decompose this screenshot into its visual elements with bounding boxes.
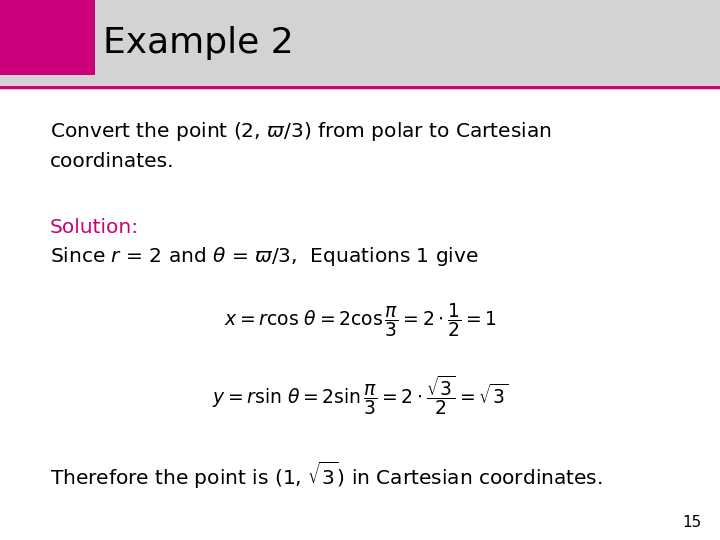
- Text: Convert the point (2, $\varpi$/3) from polar to Cartesian
coordinates.: Convert the point (2, $\varpi$/3) from p…: [50, 120, 552, 171]
- Text: Example 2: Example 2: [103, 25, 294, 59]
- Bar: [0, 0, 720, 85]
- Text: Solution:: Solution:: [50, 218, 139, 237]
- Text: Since $r$ = 2 and $\theta$ = $\varpi$/3,  Equations 1 give: Since $r$ = 2 and $\theta$ = $\varpi$/3,…: [50, 245, 479, 268]
- Text: $y = r\sin\,\theta = 2\sin\dfrac{\pi}{3} = 2 \cdot \dfrac{\sqrt{3}}{2} = \sqrt{3: $y = r\sin\,\theta = 2\sin\dfrac{\pi}{3}…: [212, 373, 508, 417]
- Bar: [0, 0, 95, 75]
- Text: 15: 15: [683, 515, 702, 530]
- Text: Therefore the point is (1, $\sqrt{3}$) in Cartesian coordinates.: Therefore the point is (1, $\sqrt{3}$) i…: [50, 460, 603, 491]
- Text: $x = r\cos\,\theta = 2\cos\dfrac{\pi}{3} = 2 \cdot \dfrac{1}{2} = 1$: $x = r\cos\,\theta = 2\cos\dfrac{\pi}{3}…: [224, 301, 496, 339]
